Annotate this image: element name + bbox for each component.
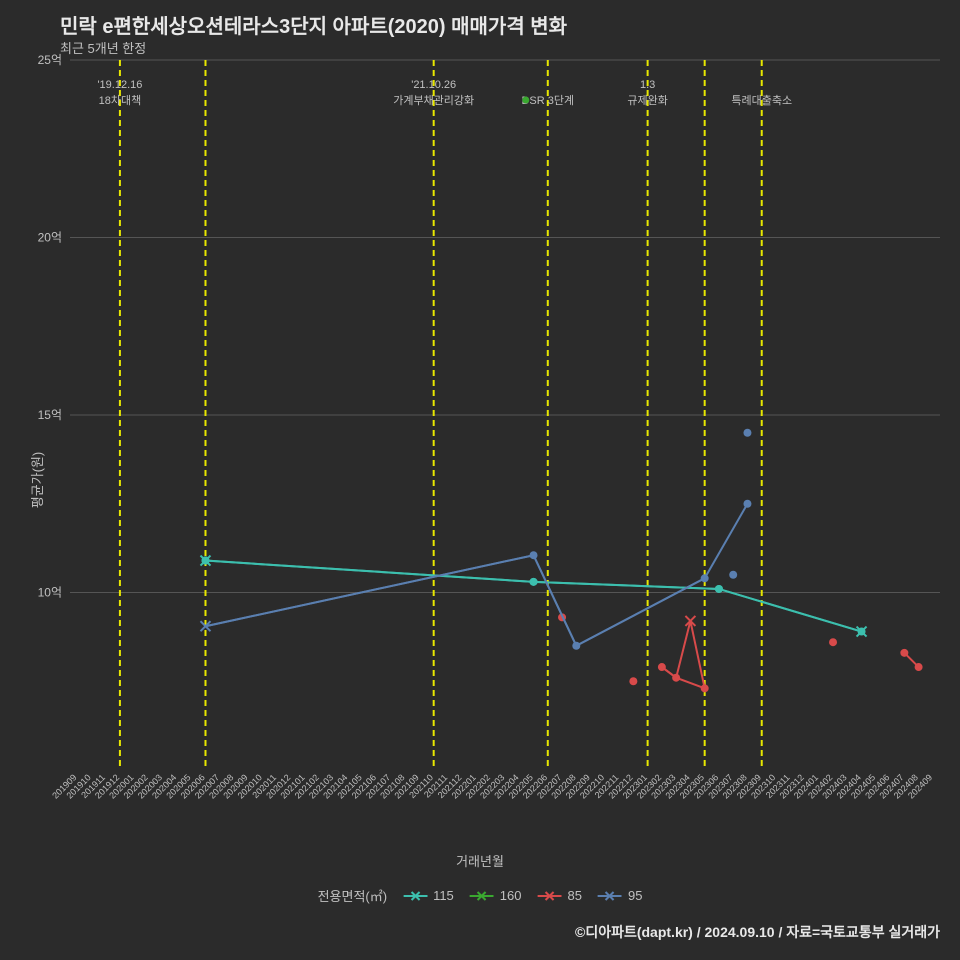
svg-text:가계부채관리강화: 가계부채관리강화	[393, 94, 474, 107]
legend-item: 160	[470, 888, 522, 903]
legend-item: 85	[538, 888, 582, 903]
chart-container: 민락 e편한세상오션테라스3단지 아파트(2020) 매매가격 변화 최근 5개…	[0, 0, 960, 960]
legend-item: 95	[598, 888, 642, 903]
svg-text:1.3: 1.3	[640, 79, 655, 91]
chart-svg: 10억 15억 20억 25억 '19.12.16 18차대책 '21.10.26 가계부채관…	[0, 0, 960, 960]
x-axis-label: 거래년월	[456, 851, 504, 870]
svg-text:25억: 25억	[38, 53, 62, 67]
legend-item: 115	[403, 888, 454, 903]
svg-text:'19.12.16: '19.12.16	[97, 79, 142, 91]
svg-text:15억: 15억	[38, 408, 62, 422]
svg-text:DSR 3단계: DSR 3단계	[521, 94, 574, 107]
svg-text:규제완화: 규제완화	[627, 94, 667, 107]
svg-text:18차대책: 18차대책	[99, 94, 142, 107]
svg-text:20억: 20억	[38, 231, 62, 245]
svg-text:'21.10.26: '21.10.26	[411, 79, 456, 91]
legend-title: 전용면적(㎡)	[318, 886, 388, 905]
legend: 전용면적(㎡) 115 160 85 95	[318, 886, 643, 905]
credit: ©디아파트(dapt.kr) / 2024.09.10 / 자료=국토교통부 실…	[575, 922, 940, 942]
svg-text:특례대출축소: 특례대출축소	[731, 94, 792, 107]
svg-text:10억: 10억	[38, 586, 62, 600]
